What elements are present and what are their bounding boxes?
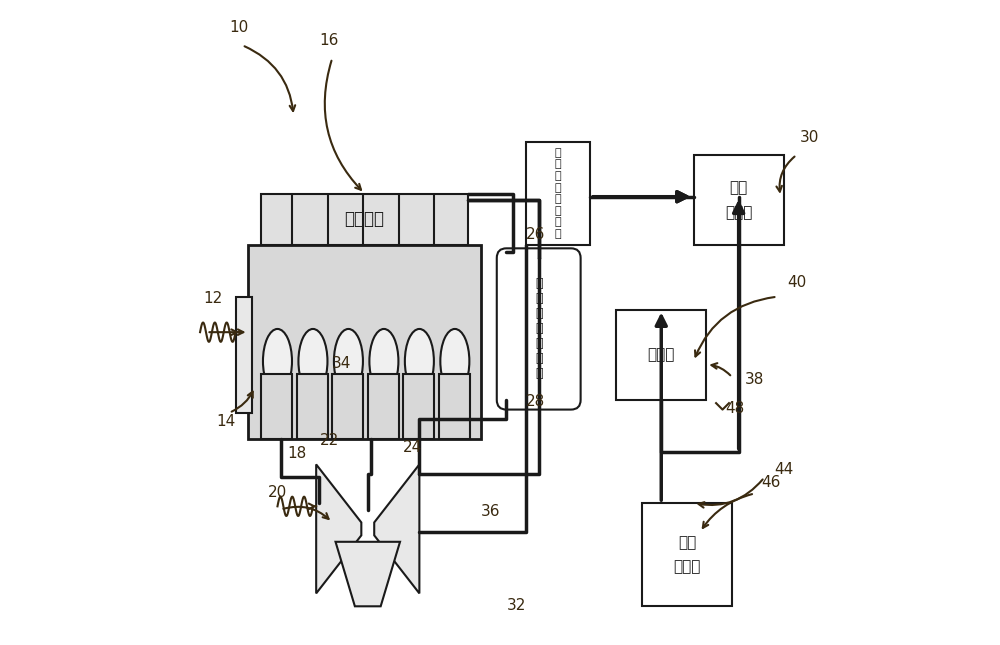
Text: 空
气
质
量
流
传
感
器: 空 气 质 量 流 传 感 器 <box>555 148 561 239</box>
Bar <box>616 310 706 400</box>
Text: 空气
过滤器: 空气 过滤器 <box>725 180 752 220</box>
Ellipse shape <box>405 329 434 393</box>
Text: 30: 30 <box>800 130 819 145</box>
Bar <box>368 374 399 439</box>
Text: 增
压
空
气
冷
却
器: 增 压 空 气 冷 却 器 <box>535 277 542 381</box>
Text: 28: 28 <box>526 394 545 410</box>
Ellipse shape <box>334 329 363 393</box>
Text: 44: 44 <box>774 462 793 477</box>
Bar <box>332 374 363 439</box>
Text: 致动器: 致动器 <box>648 347 675 362</box>
Ellipse shape <box>369 329 398 393</box>
Text: 22: 22 <box>319 433 339 448</box>
Polygon shape <box>374 464 419 593</box>
Ellipse shape <box>298 329 327 393</box>
Text: 14: 14 <box>216 413 235 429</box>
Text: 34: 34 <box>332 355 352 371</box>
FancyBboxPatch shape <box>497 248 581 410</box>
Text: 空气
过滤器: 空气 过滤器 <box>673 535 701 575</box>
Polygon shape <box>336 542 400 606</box>
Bar <box>236 297 252 413</box>
Text: 16: 16 <box>319 33 339 48</box>
Ellipse shape <box>263 329 292 393</box>
Text: 10: 10 <box>229 20 248 35</box>
Text: 46: 46 <box>761 475 781 490</box>
Bar <box>261 194 468 245</box>
Text: 12: 12 <box>203 291 223 306</box>
Text: 26: 26 <box>526 226 545 242</box>
Bar <box>248 245 481 439</box>
Text: 40: 40 <box>787 275 806 290</box>
Text: 20: 20 <box>268 484 287 500</box>
Bar <box>297 374 328 439</box>
Text: 36: 36 <box>481 504 500 519</box>
Text: 18: 18 <box>287 446 306 461</box>
Bar <box>261 374 292 439</box>
Bar <box>403 374 434 439</box>
Text: 32: 32 <box>506 597 526 613</box>
Text: 38: 38 <box>745 372 764 387</box>
Bar <box>642 503 732 606</box>
Bar <box>526 142 590 245</box>
Bar <box>694 155 784 245</box>
Ellipse shape <box>440 329 469 393</box>
Bar <box>439 374 470 439</box>
Text: 48: 48 <box>726 401 745 416</box>
Text: 进气歧管: 进气歧管 <box>345 210 385 228</box>
Text: 24: 24 <box>403 439 422 455</box>
Polygon shape <box>316 464 361 593</box>
